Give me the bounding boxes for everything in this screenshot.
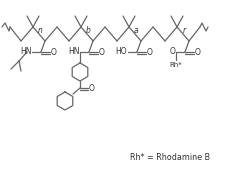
Text: O: O [99, 47, 105, 56]
Text: HN: HN [68, 46, 80, 56]
Text: r: r [182, 25, 186, 35]
Text: HN: HN [20, 46, 32, 56]
Text: O: O [89, 83, 95, 93]
Text: Rh* = Rhodamine B: Rh* = Rhodamine B [130, 153, 210, 162]
Text: O: O [170, 46, 176, 56]
Text: O: O [51, 47, 57, 56]
Text: HO: HO [115, 46, 127, 56]
Text: O: O [147, 47, 153, 56]
Text: n: n [38, 25, 43, 35]
Text: Rh*: Rh* [170, 62, 182, 68]
Text: a: a [134, 25, 138, 35]
Text: b: b [86, 25, 90, 35]
Text: O: O [195, 47, 201, 56]
